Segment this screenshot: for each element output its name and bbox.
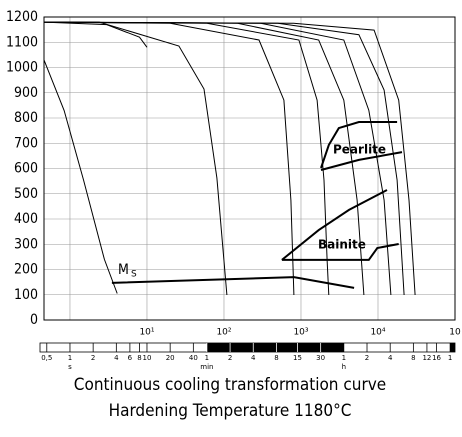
time-tick-label: 2 bbox=[91, 354, 95, 362]
cooling-curve bbox=[44, 21, 228, 296]
time-unit-label: h bbox=[342, 363, 346, 371]
cooling-curve bbox=[43, 21, 392, 296]
time-tick-label: 30 bbox=[316, 354, 325, 362]
time-tick-label: 8 bbox=[274, 354, 278, 362]
plot-frame bbox=[43, 16, 456, 321]
time-tick-label: 1 bbox=[448, 354, 452, 362]
y-tick-label: 1000 bbox=[6, 60, 38, 76]
time-tick-label: 6 bbox=[128, 354, 133, 362]
transformation-line bbox=[281, 243, 399, 261]
cooling-curve bbox=[43, 59, 118, 294]
y-tick-label: 900 bbox=[14, 85, 38, 101]
time-tick-label: 1 bbox=[342, 354, 346, 362]
time-band-day bbox=[450, 343, 455, 352]
time-band-min bbox=[206, 343, 344, 352]
chart-subtitle: Hardening Temperature 1180°C bbox=[109, 401, 352, 421]
x-tick-label: 10³ bbox=[293, 328, 308, 338]
time-tick-label: 2 bbox=[228, 354, 232, 362]
time-tick-label: 10 bbox=[143, 354, 152, 362]
transformation-line bbox=[111, 276, 355, 289]
y-tick-label: 400 bbox=[14, 211, 38, 227]
y-tick-label: 700 bbox=[14, 135, 38, 151]
y-tick-label: 200 bbox=[14, 262, 38, 278]
x-tick-label: 10² bbox=[216, 328, 231, 338]
y-tick-label: 600 bbox=[14, 161, 38, 177]
y-tick-label: 0 bbox=[30, 312, 38, 328]
transformation-line bbox=[320, 151, 403, 171]
annotation: M bbox=[118, 262, 129, 278]
y-tick-label: 500 bbox=[14, 186, 38, 202]
time-unit-label: min bbox=[200, 363, 213, 371]
cooling-curve bbox=[43, 21, 416, 296]
x-tick-label: 10¹ bbox=[139, 328, 154, 338]
cooling-curve bbox=[43, 21, 365, 296]
time-unit-label: s bbox=[68, 363, 72, 371]
time-tick-label: 4 bbox=[114, 354, 119, 362]
transformation-line bbox=[320, 121, 398, 169]
time-tick-label: 16 bbox=[432, 354, 441, 362]
time-tick-label: 4 bbox=[251, 354, 256, 362]
time-tick-label: 1 bbox=[68, 354, 72, 362]
annotation: Pearlite bbox=[333, 143, 386, 157]
annotation: S bbox=[131, 270, 137, 280]
time-tick-label: 8 bbox=[411, 354, 415, 362]
time-tick-label: 15 bbox=[293, 354, 302, 362]
cooling-curve bbox=[43, 21, 295, 296]
y-tick-label: 300 bbox=[14, 236, 38, 252]
transformation-line bbox=[281, 189, 388, 261]
x-tick-label: 10⁴ bbox=[370, 328, 385, 338]
time-tick-label: 1 bbox=[205, 354, 209, 362]
time-tick-label: 4 bbox=[388, 354, 393, 362]
time-tick-label: 0,5 bbox=[41, 354, 52, 362]
time-tick-label: 20 bbox=[166, 354, 175, 362]
y-tick-label: 1200 bbox=[6, 9, 38, 25]
y-tick-label: 1100 bbox=[6, 34, 38, 50]
y-tick-label: 100 bbox=[14, 287, 38, 303]
cooling-curve bbox=[43, 21, 148, 48]
time-tick-label: 12 bbox=[422, 354, 431, 362]
time-tick-label: 2 bbox=[365, 354, 369, 362]
y-tick-label: 800 bbox=[14, 110, 38, 126]
x-tick-label: 10 bbox=[449, 328, 461, 338]
time-tick-label: 40 bbox=[189, 354, 198, 362]
annotation: Bainite bbox=[318, 238, 366, 252]
time-tick-label: 8 bbox=[137, 354, 141, 362]
cooling-curve bbox=[43, 21, 330, 296]
chart-title: Continuous cooling transformation curve bbox=[74, 375, 386, 395]
